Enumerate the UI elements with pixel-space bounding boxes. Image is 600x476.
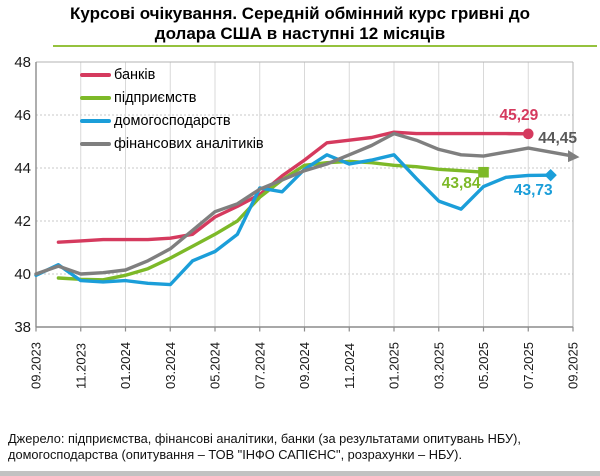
- source-note-line1: Джерело: підприємства, фінансові аналіти…: [8, 431, 521, 446]
- legend-label-analysts: фінансових аналітиків: [114, 135, 264, 152]
- x-tick-label: 07.2024: [252, 342, 267, 389]
- series-end-marker-banks: [522, 128, 534, 140]
- chart-title-line1: Курсові очікування. Середній обмінний ку…: [69, 4, 531, 23]
- x-tick-label: 03.2024: [163, 342, 178, 389]
- x-tick-label: 11.2023: [73, 343, 88, 389]
- legend-item-enterprises: підприємств: [80, 86, 264, 109]
- x-tick-label: 09.2023: [29, 342, 44, 389]
- series-end-marker-analysts: [568, 150, 580, 163]
- series-line-households: [34, 153, 553, 287]
- legend-swatch-households: [80, 118, 111, 123]
- chart-title-line2: долара США в наступні 12 місяців: [154, 24, 446, 43]
- x-tick-label: 01.2024: [118, 342, 133, 389]
- legend-label-enterprises: підприємств: [114, 89, 197, 106]
- source-note: Джерело: підприємства, фінансові аналіти…: [8, 431, 596, 463]
- legend-item-households: домогосподарств: [80, 109, 264, 132]
- y-tick-label: 38: [14, 319, 31, 336]
- legend-label-households: домогосподарств: [114, 112, 231, 129]
- series-line-enterprises: [56, 159, 486, 282]
- x-tick-label: 05.2025: [476, 342, 491, 389]
- x-tick-label: 09.2025: [566, 342, 581, 389]
- window-bottom-strip: [0, 471, 600, 476]
- series-end-marker-enterprises: [478, 166, 489, 178]
- x-tick-label: 07.2025: [521, 342, 536, 389]
- x-tick-label: 11.2024: [342, 343, 357, 389]
- x-tick-label: 05.2024: [208, 342, 223, 389]
- end-value-label-analysts: 44,45: [538, 130, 577, 148]
- legend-item-banks: банків: [80, 63, 264, 86]
- y-tick-label: 44: [14, 160, 31, 177]
- legend-swatch-banks: [80, 72, 111, 77]
- legend-item-analysts: фінансових аналітиків: [80, 132, 264, 155]
- y-tick-label: 46: [14, 107, 31, 124]
- y-tick-label: 48: [14, 54, 31, 71]
- series-line-banks: [56, 130, 530, 244]
- legend-swatch-enterprises: [80, 95, 111, 100]
- x-tick-label: 09.2024: [297, 342, 312, 389]
- source-note-line2: домогосподарства (опитування – ТОВ "ІНФО…: [8, 447, 463, 462]
- chart-title: Курсові очікування. Середній обмінний ку…: [0, 4, 600, 44]
- legend-swatch-analysts: [80, 141, 111, 146]
- title-underline-rule: [53, 45, 597, 47]
- legend-label-banks: банків: [114, 66, 156, 83]
- line-chart-plot: 09.2023 11.2023 01.2024 03.2024 05.2024 07.20…: [14, 54, 581, 389]
- end-value-label-households: 43,73: [513, 182, 553, 200]
- series-line-analysts: [34, 131, 575, 276]
- x-tick-label: 01.2025: [387, 342, 402, 389]
- x-tick-label: 03.2025: [431, 342, 446, 389]
- y-tick-label: 42: [14, 213, 31, 230]
- y-tick-label: 40: [14, 266, 31, 283]
- series-end-marker-households: [544, 168, 557, 182]
- end-value-label-enterprises: 43,84: [441, 175, 481, 193]
- end-value-label-banks: 45,29: [499, 106, 539, 124]
- chart-legend: банків підприємств домогосподарств фінансов…: [80, 63, 264, 155]
